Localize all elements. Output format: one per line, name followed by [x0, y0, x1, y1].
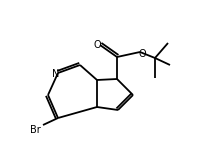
Text: N: N — [52, 69, 60, 79]
Text: O: O — [138, 49, 146, 59]
Text: O: O — [93, 40, 101, 50]
Text: Br: Br — [30, 125, 40, 135]
